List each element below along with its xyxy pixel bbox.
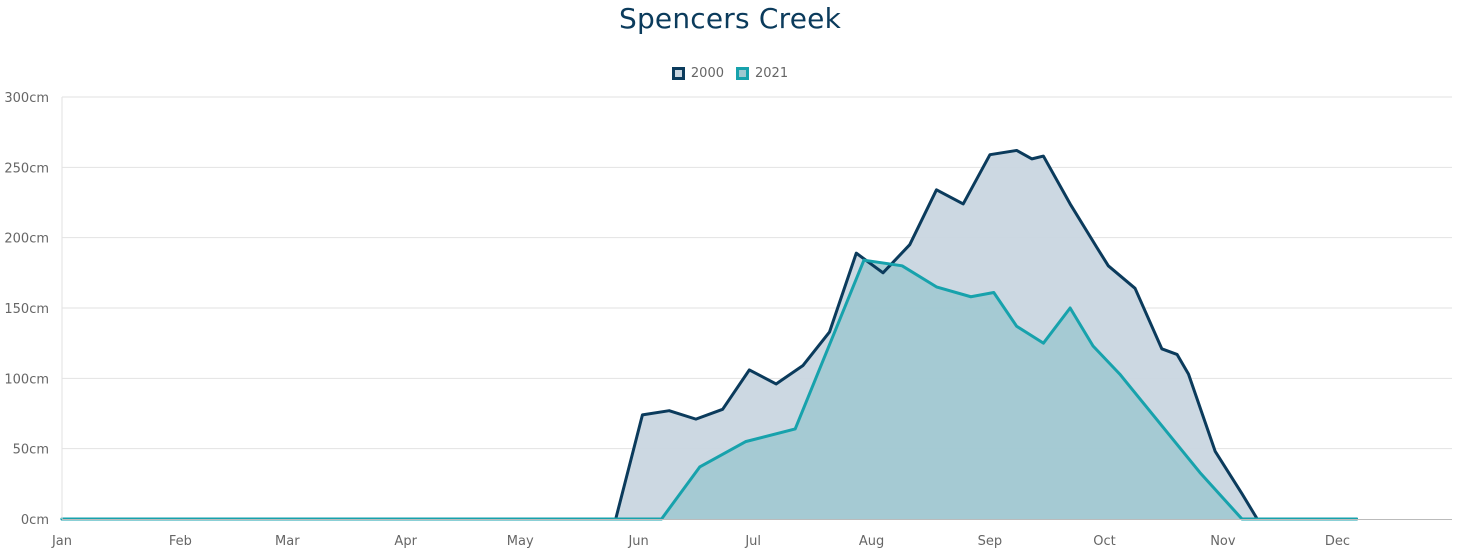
legend-item-2021[interactable]: 2021 — [736, 66, 788, 81]
series-areas — [62, 150, 1357, 519]
legend-label-2000: 2000 — [690, 66, 724, 81]
x-tick-label-nov: Nov — [1210, 534, 1236, 549]
series-line-2000 — [60, 148, 1359, 521]
series-area-2021 — [62, 260, 1357, 519]
series-lines — [60, 148, 1359, 521]
x-tick-label-jun: Jun — [627, 534, 648, 549]
y-tick-label-100: 100cm — [4, 372, 49, 387]
x-tick-label-oct: Oct — [1093, 534, 1115, 549]
y-tick-label-200: 200cm — [4, 232, 49, 247]
x-tick-label-dec: Dec — [1325, 534, 1350, 549]
axes — [61, 97, 1452, 520]
x-tick-label-feb: Feb — [169, 534, 192, 549]
legend-label-2021: 2021 — [755, 66, 789, 81]
y-axis-ticks: 0cm 50cm 100cm 150cm 200cm 250cm 300cm — [4, 91, 49, 528]
x-axis-ticks: Jan Feb Mar Apr May Jun Jul Aug Sep Oct Nov Dec — [51, 534, 1350, 549]
x-tick-label-mar: Mar — [275, 534, 300, 549]
y-tick-label-150: 150cm — [4, 302, 49, 317]
chart-title: Spencers Creek — [618, 2, 842, 35]
x-tick-label-apr: Apr — [394, 534, 417, 549]
x-tick-label-jan: Jan — [51, 534, 72, 549]
y-tick-label-0: 0cm — [21, 513, 49, 528]
y-tick-label-50: 50cm — [13, 443, 49, 458]
legend-swatch-2021 — [736, 67, 749, 80]
x-tick-label-aug: Aug — [859, 534, 884, 549]
y-tick-label-300: 300cm — [4, 91, 49, 106]
legend-swatch-2000 — [671, 67, 685, 80]
series-line-2021 — [60, 258, 1359, 521]
legend: 2000 2021 — [0, 66, 1460, 81]
x-tick-label-may: May — [507, 534, 534, 549]
x-tick-label-sep: Sep — [978, 534, 1003, 549]
x-tick-label-jul: Jul — [744, 534, 761, 549]
y-tick-label-250: 250cm — [4, 161, 49, 176]
legend-item-2000[interactable]: 2000 — [671, 66, 724, 81]
